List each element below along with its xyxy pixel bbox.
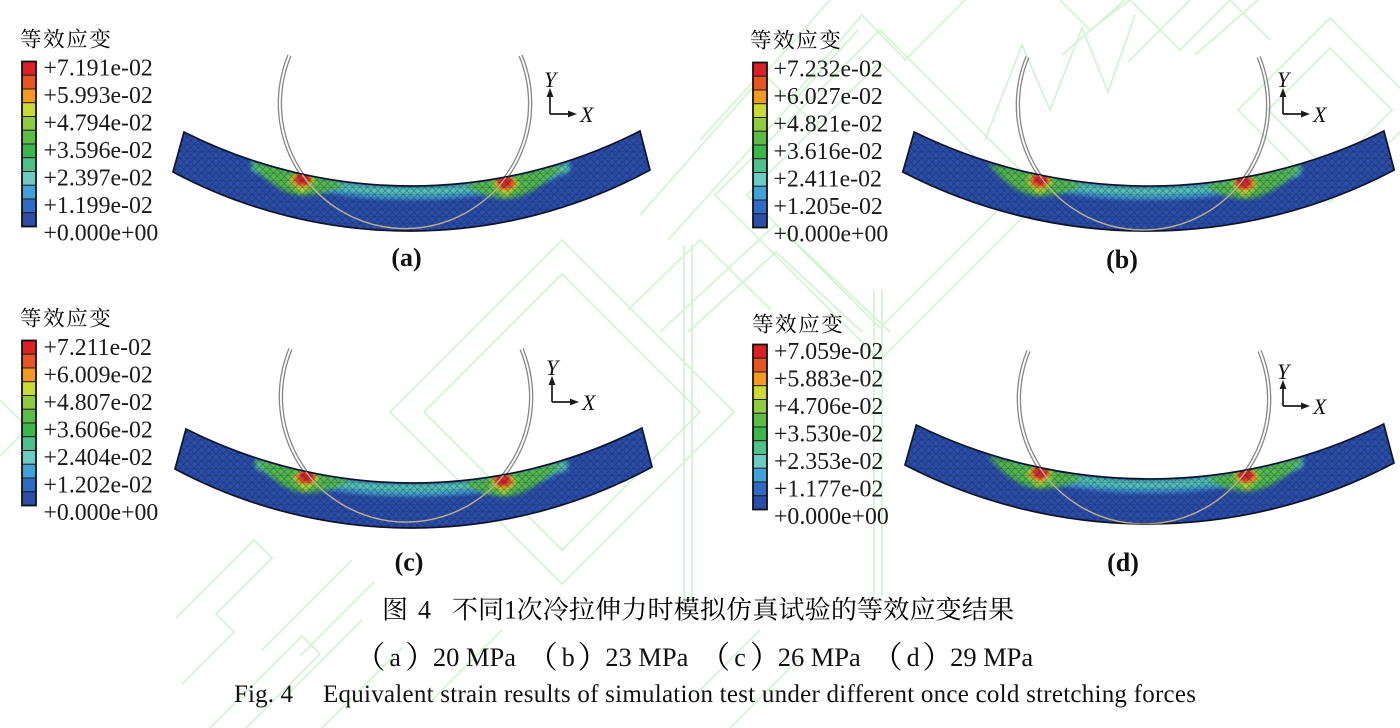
svg-text:4: 4 (418, 596, 431, 625)
svg-text:MPa: MPa (466, 642, 516, 672)
svg-text:(a): (a) (391, 243, 421, 272)
svg-text:+0.000e+00: +0.000e+00 (774, 504, 889, 530)
svg-text:+7.211e-02: +7.211e-02 (44, 335, 152, 361)
svg-text:26: 26 (778, 642, 805, 672)
svg-text:Y: Y (546, 355, 561, 380)
svg-text:MPa: MPa (983, 642, 1033, 672)
svg-text:+3.530e-02: +3.530e-02 (774, 421, 883, 447)
svg-text:X: X (1312, 394, 1328, 419)
svg-text:23: 23 (605, 642, 632, 672)
svg-text:+7.059e-02: +7.059e-02 (774, 339, 883, 365)
svg-text:Fig. 4: Fig. 4 (234, 681, 294, 708)
svg-text:a: a (389, 643, 401, 672)
svg-text:(b): (b) (1106, 245, 1138, 274)
svg-text:(c): (c) (395, 548, 424, 577)
svg-text:+4.706e-02: +4.706e-02 (774, 394, 883, 420)
svg-text:+3.606e-02: +3.606e-02 (44, 417, 153, 443)
svg-text:+7.232e-02: +7.232e-02 (774, 56, 883, 82)
svg-text:+0.000e+00: +0.000e+00 (44, 220, 159, 246)
svg-text:+1.205e-02: +1.205e-02 (774, 194, 883, 220)
svg-text:Y: Y (544, 67, 559, 92)
svg-text:X: X (581, 390, 597, 415)
svg-text:MPa: MPa (811, 642, 861, 672)
svg-text:X: X (579, 102, 595, 127)
svg-text:+5.883e-02: +5.883e-02 (774, 366, 883, 392)
svg-text:(d): (d) (1107, 548, 1139, 577)
svg-text:+5.993e-02: +5.993e-02 (44, 83, 153, 109)
svg-text:1: 1 (504, 596, 517, 625)
svg-text:+1.177e-02: +1.177e-02 (774, 476, 883, 502)
svg-text:+1.199e-02: +1.199e-02 (44, 193, 153, 219)
svg-text:+3.616e-02: +3.616e-02 (774, 139, 883, 165)
svg-text:c: c (734, 643, 746, 672)
svg-text:+2.397e-02: +2.397e-02 (44, 165, 153, 191)
svg-text:Y: Y (1277, 67, 1292, 92)
svg-text:d: d (907, 643, 920, 672)
svg-text:20: 20 (433, 642, 460, 672)
svg-text:b: b (562, 643, 575, 672)
svg-text:+6.027e-02: +6.027e-02 (774, 84, 883, 110)
svg-text:+2.411e-02: +2.411e-02 (774, 166, 882, 192)
svg-text:X: X (1312, 102, 1328, 127)
svg-text:+1.202e-02: +1.202e-02 (44, 472, 153, 498)
svg-text:+4.794e-02: +4.794e-02 (44, 110, 153, 136)
svg-text:29: 29 (950, 642, 977, 672)
svg-text:Y: Y (1277, 359, 1292, 384)
svg-text:+0.000e+00: +0.000e+00 (774, 221, 889, 247)
svg-text:+3.596e-02: +3.596e-02 (44, 138, 153, 164)
svg-text:+4.807e-02: +4.807e-02 (44, 390, 153, 416)
svg-text:Equivalent strain results of s: Equivalent strain results of simulation … (323, 681, 1196, 708)
svg-text:+4.821e-02: +4.821e-02 (774, 111, 883, 137)
svg-text:+6.009e-02: +6.009e-02 (44, 362, 153, 388)
svg-text:+0.000e+00: +0.000e+00 (44, 500, 159, 526)
svg-text:+7.191e-02: +7.191e-02 (44, 55, 153, 81)
svg-text:+2.404e-02: +2.404e-02 (44, 445, 153, 471)
svg-text:+2.353e-02: +2.353e-02 (774, 449, 883, 475)
svg-text:MPa: MPa (638, 642, 688, 672)
